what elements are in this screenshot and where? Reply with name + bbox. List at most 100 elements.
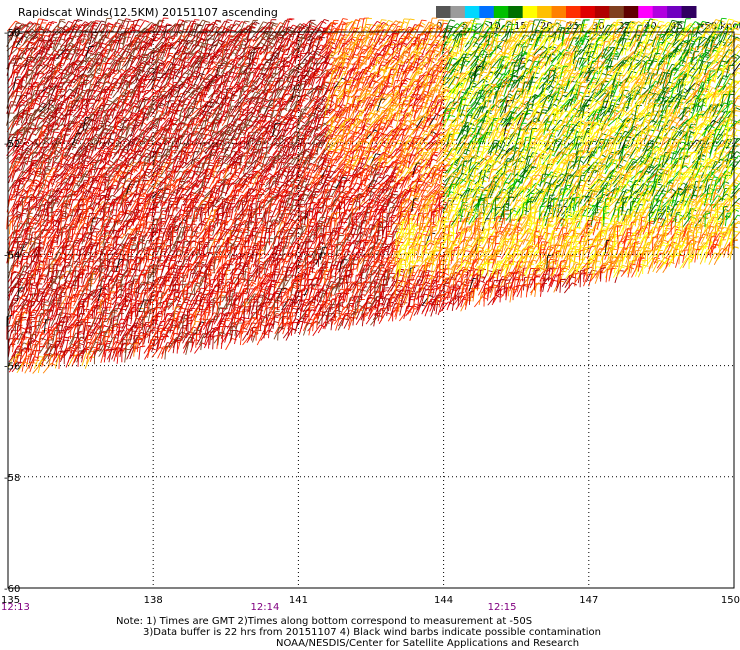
wind-barb [11, 345, 19, 358]
wind-barb [23, 57, 29, 70]
legend-swatch [667, 6, 683, 18]
wind-barb [28, 160, 33, 173]
wind-barb-flag [161, 213, 167, 216]
legend-swatch [652, 6, 668, 18]
wind-barb [30, 293, 34, 307]
wind-barb-flag [160, 114, 166, 116]
wind-barb-flag [105, 345, 111, 349]
wind-barb-flag [15, 169, 21, 171]
wind-barb-flag [29, 61, 35, 63]
wind-barb [90, 232, 92, 246]
wind-barb [28, 356, 35, 369]
wind-barb-flag [47, 231, 53, 234]
wind-barb [32, 260, 40, 273]
wind-barb-flag [146, 48, 152, 50]
wind-barb [34, 118, 39, 131]
wind-barb [25, 108, 30, 122]
wind-barb-flag [96, 230, 102, 233]
wind-barb [17, 331, 24, 345]
wind-barb [33, 283, 38, 297]
wind-barb [7, 344, 11, 358]
legend-swatch [580, 6, 596, 18]
wind-barb [6, 216, 8, 230]
wind-barb-flag [17, 236, 23, 238]
wind-barb [13, 188, 24, 198]
wind-barb [25, 270, 30, 284]
wind-barb [8, 287, 12, 301]
wind-barb-flag [44, 303, 50, 307]
wind-barb [34, 65, 38, 79]
wind-barb [8, 302, 13, 316]
wind-barb [27, 242, 35, 255]
wind-barb [16, 176, 24, 189]
wind-barb-flag [108, 23, 114, 26]
wind-barb [28, 218, 33, 232]
wind-barb [46, 311, 49, 325]
wind-barb [17, 262, 26, 274]
wind-barb-flag [24, 92, 30, 95]
wind-barb [16, 254, 19, 268]
wind-barb [89, 279, 92, 293]
wind-barb-flag [91, 255, 97, 258]
wind-barb-flag [104, 312, 110, 315]
wind-barb [32, 171, 37, 185]
wind-barb [10, 65, 15, 79]
legend-swatch [551, 6, 567, 18]
wind-barb [15, 241, 20, 255]
wind-barb-flag [57, 68, 63, 71]
wind-barb-flag [94, 228, 100, 230]
wind-barb-flag [34, 359, 40, 362]
wind-barb [10, 283, 17, 296]
wind-barb-flag [78, 352, 84, 355]
wind-barb-flag [42, 19, 48, 22]
wind-barb [30, 266, 38, 279]
wind-barb-flag [34, 179, 40, 182]
wind-barb-flag [17, 221, 23, 223]
wind-barb-flag [28, 139, 34, 143]
wind-barb [58, 355, 60, 369]
wind-barb-flag [28, 34, 34, 37]
wind-barb [137, 236, 140, 250]
wind-barb [19, 222, 26, 236]
wind-barb [133, 283, 136, 297]
wind-barb [8, 180, 16, 192]
wind-barb [21, 121, 31, 132]
wind-barb [7, 282, 17, 294]
wind-barb [69, 326, 72, 340]
wind-barb [11, 314, 18, 327]
wind-barb [13, 349, 17, 362]
wind-barb-flag [23, 251, 29, 254]
wind-barb-flag [82, 269, 88, 271]
wind-barb [25, 277, 29, 291]
wind-barb [33, 72, 40, 86]
wind-barb-flag [31, 118, 37, 121]
wind-barb-flag [154, 223, 161, 226]
wind-barb-flag [68, 122, 75, 125]
wind-barb [16, 288, 20, 302]
wind-barb [20, 244, 23, 258]
wind-barb [21, 160, 27, 174]
wind-barb [32, 190, 41, 203]
wind-barb [8, 28, 15, 41]
wind-barb-flag [43, 139, 49, 143]
wind-barb [29, 344, 33, 358]
wind-barb-flag [40, 50, 46, 53]
wind-barb-flag [14, 294, 20, 297]
wind-barb [33, 50, 41, 62]
wind-barb-flag [36, 172, 42, 176]
wind-barb [142, 334, 144, 348]
wind-barb-flag [11, 271, 17, 274]
wind-barb [78, 249, 81, 263]
wind-barb-flag [16, 353, 22, 355]
wind-barb [11, 156, 19, 169]
wind-barb [12, 37, 19, 51]
wind-barb [32, 184, 38, 198]
wind-barb [125, 316, 128, 330]
wind-barb-flag [30, 184, 36, 187]
wind-barb-flag [99, 235, 105, 238]
wind-barb [12, 148, 21, 161]
wind-barb-flag [51, 21, 57, 24]
wind-barb-flag [138, 140, 144, 143]
wind-barb [20, 217, 28, 230]
